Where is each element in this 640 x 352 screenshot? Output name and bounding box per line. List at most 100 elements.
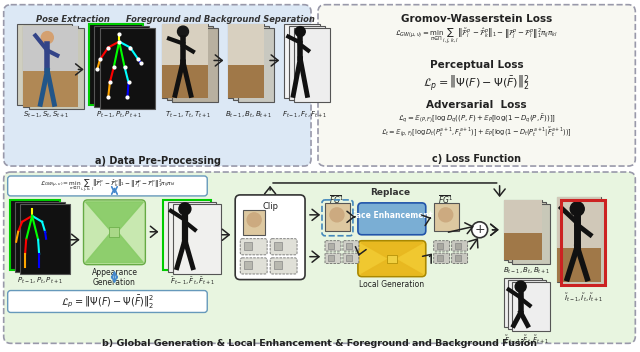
Bar bbox=[228, 65, 264, 98]
Text: $\tilde{F}_{t-1},\tilde{F}_t,\tilde{F}_{t+1}$: $\tilde{F}_{t-1},\tilde{F}_t,\tilde{F}_{… bbox=[504, 333, 549, 346]
Bar bbox=[504, 278, 541, 327]
FancyBboxPatch shape bbox=[270, 239, 297, 255]
Bar bbox=[243, 210, 265, 235]
Text: Face Enhancement: Face Enhancement bbox=[351, 211, 433, 220]
Text: $\mathcal{L}_t = \mathbb{E}_{(p,F)}[\log D_t(P_t^{a+1}, F_t^{a+1})] + \mathbb{E}: $\mathcal{L}_t = \mathbb{E}_{(p,F)}[\log… bbox=[381, 126, 572, 139]
Bar bbox=[22, 70, 77, 107]
Bar bbox=[10, 200, 60, 270]
Bar bbox=[163, 200, 211, 270]
Text: $\mathcal{L}_q = \mathbb{E}_{(P,F)}[\log D_q((P, F) + \mathbb{E}_P[\log(1 - D_q(: $\mathcal{L}_q = \mathbb{E}_{(P,F)}[\log… bbox=[397, 113, 556, 125]
Polygon shape bbox=[361, 243, 423, 275]
Text: +: + bbox=[474, 223, 485, 236]
Text: $B_{t-1},B_t,B_{t+1}$: $B_{t-1},B_t,B_{t+1}$ bbox=[225, 110, 273, 120]
Bar bbox=[15, 202, 65, 272]
Text: $\bar{F}_{t-1},\bar{F}_t,\bar{F}_{t+1}$: $\bar{F}_{t-1},\bar{F}_t,\bar{F}_{t+1}$ bbox=[170, 276, 215, 287]
Bar bbox=[100, 27, 156, 109]
Bar bbox=[511, 204, 550, 264]
Bar bbox=[508, 279, 545, 329]
Bar bbox=[328, 243, 334, 249]
Circle shape bbox=[472, 222, 488, 238]
Text: Perceptual Loss: Perceptual Loss bbox=[430, 61, 524, 70]
Text: Foreground and Background Separation: Foreground and Background Separation bbox=[126, 15, 315, 24]
FancyBboxPatch shape bbox=[452, 241, 468, 251]
FancyBboxPatch shape bbox=[343, 253, 359, 263]
Bar bbox=[274, 242, 282, 250]
Circle shape bbox=[330, 208, 344, 222]
Bar bbox=[163, 65, 208, 98]
Text: Replace: Replace bbox=[370, 188, 410, 197]
Bar bbox=[238, 27, 274, 102]
Bar bbox=[109, 227, 120, 237]
Text: $\overline{FG}^1$: $\overline{FG}^1$ bbox=[330, 194, 344, 206]
FancyBboxPatch shape bbox=[240, 258, 267, 274]
FancyBboxPatch shape bbox=[4, 5, 311, 166]
Text: $\mathcal{L}_p = \left\|\Psi(F) - \Psi(\bar{F})\right\|_2^2$: $\mathcal{L}_p = \left\|\Psi(F) - \Psi(\… bbox=[424, 74, 530, 93]
Bar bbox=[22, 26, 77, 107]
Text: $P_{t-1},P_t,P_{t+1}$: $P_{t-1},P_t,P_{t+1}$ bbox=[95, 110, 141, 120]
Bar bbox=[504, 233, 541, 260]
Circle shape bbox=[179, 203, 191, 215]
Bar bbox=[172, 27, 218, 102]
Bar bbox=[228, 24, 264, 65]
Circle shape bbox=[570, 202, 584, 216]
Text: Clip: Clip bbox=[262, 202, 278, 211]
Text: Gromov-Wasserstein Loss: Gromov-Wasserstein Loss bbox=[401, 14, 552, 24]
Text: $P_{t-1},P_t,P_{t+1}$: $P_{t-1},P_t,P_{t+1}$ bbox=[17, 276, 63, 286]
Bar bbox=[20, 204, 70, 274]
Circle shape bbox=[439, 208, 452, 222]
Bar bbox=[294, 27, 330, 102]
Text: $\overline{FG}^1$: $\overline{FG}^1$ bbox=[438, 194, 453, 206]
Bar bbox=[17, 24, 72, 105]
Circle shape bbox=[247, 213, 261, 227]
Text: $T_{t-1},T_t,T_{t+1}$: $T_{t-1},T_t,T_{t+1}$ bbox=[165, 110, 211, 120]
Bar bbox=[436, 243, 443, 249]
Bar bbox=[434, 203, 459, 231]
Bar bbox=[233, 26, 269, 100]
Circle shape bbox=[295, 27, 305, 37]
Text: b) Global Generation & Local Enhancement & Foreground and Background Fusion: b) Global Generation & Local Enhancement… bbox=[102, 339, 536, 348]
FancyBboxPatch shape bbox=[452, 253, 468, 263]
Text: Appearance
Generation: Appearance Generation bbox=[92, 268, 138, 287]
Bar bbox=[88, 24, 143, 105]
Bar bbox=[168, 202, 216, 272]
FancyBboxPatch shape bbox=[8, 176, 207, 196]
Bar bbox=[561, 200, 605, 284]
Polygon shape bbox=[86, 202, 143, 263]
Bar bbox=[325, 203, 350, 231]
Bar bbox=[244, 242, 252, 250]
FancyBboxPatch shape bbox=[270, 258, 297, 274]
Text: $S_{t-1},S_t,S_{t+1}$: $S_{t-1},S_t,S_{t+1}$ bbox=[24, 110, 70, 120]
Text: $\mathcal{L}_p = \left\|\Psi(F) - \Psi(\bar{F})\right\|_2^2$: $\mathcal{L}_p = \left\|\Psi(F) - \Psi(\… bbox=[61, 293, 154, 310]
Bar bbox=[274, 261, 282, 269]
Bar bbox=[504, 200, 541, 260]
Bar bbox=[167, 26, 213, 100]
Bar bbox=[95, 26, 149, 107]
FancyBboxPatch shape bbox=[8, 290, 207, 313]
FancyBboxPatch shape bbox=[325, 253, 341, 263]
Bar bbox=[557, 197, 602, 282]
Bar bbox=[557, 197, 602, 248]
Bar bbox=[561, 200, 605, 284]
Bar bbox=[163, 24, 208, 98]
Text: a) Data Pre-Processing: a) Data Pre-Processing bbox=[95, 156, 221, 166]
FancyBboxPatch shape bbox=[318, 5, 636, 166]
Text: $\mathcal{L}_{GW(\mu,\nu)} = \min_{\pi \in \Pi} \sum_{i,j,k,l} \left\|\tilde{\ma: $\mathcal{L}_{GW(\mu,\nu)} = \min_{\pi \… bbox=[40, 177, 175, 195]
Text: $B_{t-1},B_t,B_{t+1}$: $B_{t-1},B_t,B_{t+1}$ bbox=[503, 266, 550, 276]
FancyBboxPatch shape bbox=[4, 172, 636, 343]
Bar bbox=[508, 202, 545, 262]
FancyBboxPatch shape bbox=[235, 195, 305, 279]
Bar bbox=[328, 255, 334, 261]
Text: $\tilde{I}_{t-1},\tilde{I}_t,\tilde{I}_{t+1}$: $\tilde{I}_{t-1},\tilde{I}_t,\tilde{I}_{… bbox=[564, 291, 603, 304]
Circle shape bbox=[42, 32, 53, 44]
FancyBboxPatch shape bbox=[358, 203, 426, 235]
FancyBboxPatch shape bbox=[434, 241, 450, 251]
FancyBboxPatch shape bbox=[240, 239, 267, 255]
Circle shape bbox=[177, 26, 189, 37]
Text: $F_{t-1},F_t,F_{t+1}$: $F_{t-1},F_t,F_{t+1}$ bbox=[282, 110, 328, 120]
Bar bbox=[454, 243, 461, 249]
Text: Pose Extraction: Pose Extraction bbox=[36, 15, 109, 24]
Text: c) Loss Function: c) Loss Function bbox=[432, 154, 521, 164]
FancyBboxPatch shape bbox=[358, 241, 426, 277]
FancyBboxPatch shape bbox=[343, 241, 359, 251]
Bar bbox=[346, 243, 352, 249]
